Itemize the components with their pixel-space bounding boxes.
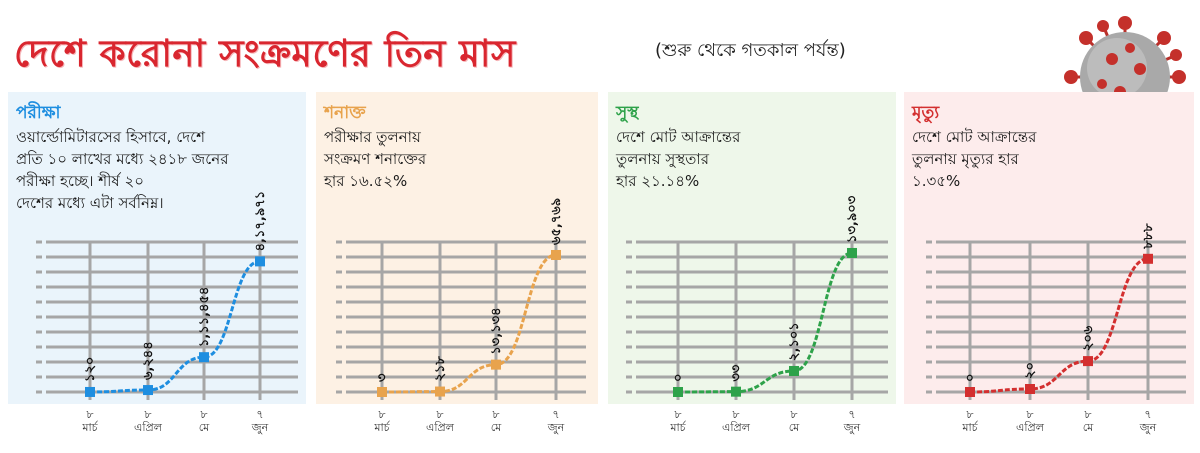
data-point [965, 387, 975, 397]
panel-description: পরীক্ষার তুলনায় সংক্রমণ শনাক্তের হার ১৬… [324, 128, 427, 190]
data-point [1083, 356, 1093, 367]
series-line [89, 259, 261, 394]
x-tick-label: ৮ মার্চ [374, 408, 390, 434]
data-label: ২০ [1023, 362, 1038, 379]
data-point [199, 352, 209, 363]
x-tick-label: ৮ মে [490, 408, 502, 434]
x-tick-label: ৮ এপ্রিল [426, 408, 454, 434]
data-label: ১২০ [83, 357, 98, 382]
x-tick-label: ৮ মার্চ [670, 408, 686, 434]
x-tick-label: ৭ জুন [843, 408, 861, 434]
data-label: ৬,২৪৪ [141, 341, 156, 380]
series-line [677, 251, 853, 394]
panel-heading: পরীক্ষা [16, 103, 61, 123]
series-line [969, 257, 1149, 394]
panel-tests: ১২০ ৬,২৪৪ ১,১১,৪৫৪ ৪,১৭,৯৭১ পরীক্ষা ওয়ার্ল… [8, 92, 306, 434]
data-point [1025, 384, 1035, 394]
data-point [435, 386, 445, 397]
panel-recovered: ০ ৩৩ ২,১০১ ১৩,৯০৩ সুস্থ দেশে মোট আক্রান্তের… [608, 92, 896, 434]
data-point [85, 386, 95, 397]
data-label: ৬৫,৭৬৯ [549, 198, 564, 245]
panel-heading: শনাক্ত [324, 103, 366, 123]
x-tick-label: ৮ এপ্রিল [134, 408, 162, 434]
deaths-chart: ০ ২০ ২০৬ ৮৮৮ [926, 223, 1186, 400]
panel-heading: সুস্থ [616, 103, 639, 123]
x-tick-label: ৮ মে [198, 408, 210, 434]
data-label: ২,১০১ [787, 322, 802, 361]
recovered-chart: ০ ৩৩ ২,১০১ ১৩,৯০৩ [626, 195, 888, 400]
data-point [377, 386, 387, 397]
series-line [381, 253, 557, 394]
data-label: ২১৮ [433, 356, 448, 382]
data-point [143, 385, 153, 396]
x-tick-label: ৮ মার্চ [82, 408, 98, 434]
x-tick-label: ৭ জুন [251, 408, 269, 434]
x-tick-label: ৭ জুন [547, 408, 565, 434]
panel-deaths: ০ ২০ ২০৬ ৮৮৮ মৃত্যু দেশে মোট আক্রান্তের তুল… [904, 92, 1194, 434]
panel-description: দেশে মোট আক্রান্তের তুলনায় মৃত্যুর হার … [912, 128, 1037, 190]
data-label: ০ [963, 374, 978, 382]
data-point [789, 365, 799, 376]
panel-confirmed: ৩ ২১৮ ১৩,১৩৪ ৬৫,৭৬৯ শনাক্ত পরীক্ষার তুলনায়… [316, 92, 598, 434]
panel-description: ওয়ার্ল্ডোমিটারসের হিসাবে, দেশে প্রতি ১০… [16, 128, 229, 212]
x-tick-label: ৮ মার্চ [962, 408, 978, 434]
data-point [551, 249, 561, 260]
tests-chart: ১২০ ৬,২৪৪ ১,১১,৪৫৪ ৪,১৭,৯৭১ [36, 191, 298, 400]
confirmed-chart: ৩ ২১৮ ১৩,১৩৪ ৬৫,৭৬৯ [336, 198, 586, 400]
x-tick-label: ৭ জুন [1139, 408, 1157, 434]
page-subtitle: (শুরু থেকে গতকাল পর্যন্ত) [655, 40, 846, 61]
data-label: ৪,১৭,৯৭১ [253, 191, 268, 252]
data-point [673, 387, 683, 397]
data-label: ১,১১,৪৫৪ [197, 287, 212, 348]
x-tick-label: ৮ মে [788, 408, 800, 434]
data-point [491, 359, 501, 370]
data-label: ৩৩ [729, 364, 744, 381]
data-label: ৩ [375, 373, 390, 382]
panel-description: দেশে মোট আক্রান্তের তুলনায় সুস্থতার হার… [616, 128, 741, 190]
data-point [1143, 253, 1153, 264]
data-label: ১৩,১৩৪ [489, 307, 504, 354]
x-tick-label: ৮ এপ্রিল [722, 408, 750, 434]
panel-heading: মৃত্যু [912, 103, 940, 123]
data-point [255, 256, 265, 267]
x-tick-label: ৮ মে [1082, 408, 1094, 434]
data-point [731, 386, 741, 397]
data-label: ০ [671, 374, 686, 382]
x-tick-label: ৮ এপ্রিল [1016, 408, 1044, 434]
data-label: ২০৬ [1081, 325, 1096, 351]
data-point [847, 247, 857, 258]
data-label: ৮৮৮ [1141, 223, 1156, 250]
data-label: ১৩,৯০৩ [845, 195, 860, 243]
page-title: দেশে করোনা সংক্রমণের তিন মাস [14, 32, 516, 75]
